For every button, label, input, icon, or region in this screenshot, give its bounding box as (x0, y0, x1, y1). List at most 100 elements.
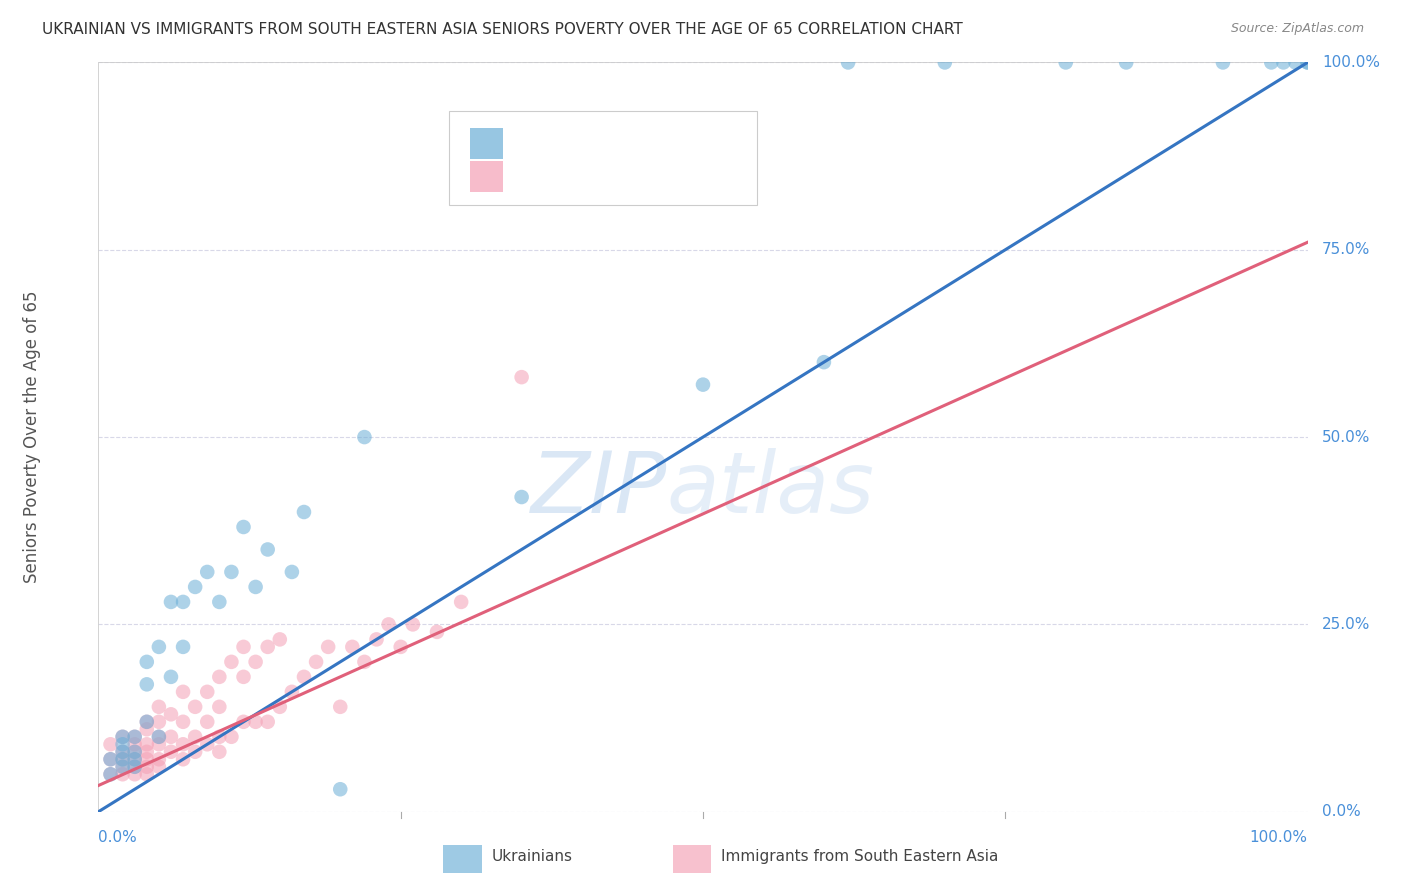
Point (1296, 55, 1319, 70)
Point (172, 640, 194, 654)
Point (172, 752, 194, 766)
Point (172, 714, 194, 729)
Point (135, 745, 157, 759)
Point (389, 640, 412, 654)
Point (353, 655, 375, 669)
Point (245, 655, 267, 669)
Point (111, 745, 134, 759)
Point (100, 737, 122, 751)
FancyBboxPatch shape (443, 845, 482, 873)
Point (184, 580, 207, 594)
Point (100, 767, 122, 781)
Point (1054, 55, 1077, 70)
Point (135, 714, 157, 729)
Point (934, 55, 956, 70)
Text: Source: ZipAtlas.com: Source: ZipAtlas.com (1230, 22, 1364, 36)
Point (245, 580, 267, 594)
Point (148, 752, 170, 766)
Point (124, 745, 146, 759)
Point (111, 730, 134, 744)
Point (148, 699, 170, 714)
Point (148, 730, 170, 744)
Point (195, 685, 218, 699)
Point (450, 595, 472, 609)
Point (208, 730, 231, 744)
Text: Seniors Poverty Over the Age of 65: Seniors Poverty Over the Age of 65 (22, 291, 41, 583)
Point (160, 670, 183, 684)
Text: 25.0%: 25.0% (1322, 617, 1371, 632)
Point (160, 730, 183, 744)
Point (377, 617, 399, 632)
Point (124, 760, 146, 774)
Point (305, 655, 328, 669)
Point (100, 752, 122, 766)
Text: UKRAINIAN VS IMMIGRANTS FROM SOUTH EASTERN ASIA SENIORS POVERTY OVER THE AGE OF : UKRAINIAN VS IMMIGRANTS FROM SOUTH EASTE… (42, 22, 963, 37)
Point (148, 730, 170, 744)
Point (329, 782, 352, 797)
Point (148, 760, 170, 774)
Point (208, 670, 231, 684)
Point (172, 737, 194, 751)
Point (124, 752, 146, 766)
Point (281, 685, 304, 699)
FancyBboxPatch shape (449, 112, 758, 205)
Point (124, 760, 146, 774)
Point (148, 737, 170, 751)
Point (111, 737, 134, 751)
Text: Immigrants from South Eastern Asia: Immigrants from South Eastern Asia (721, 849, 998, 864)
Point (124, 730, 146, 744)
Text: 50.0%: 50.0% (1322, 430, 1371, 444)
Point (160, 707, 183, 722)
Point (316, 640, 339, 654)
Point (100, 767, 122, 781)
Point (221, 565, 243, 579)
Point (208, 745, 231, 759)
Point (124, 752, 146, 766)
Point (184, 699, 207, 714)
Point (172, 595, 194, 609)
Point (100, 752, 122, 766)
Point (135, 655, 157, 669)
Point (1115, 55, 1137, 70)
Point (160, 595, 183, 609)
Point (232, 670, 254, 684)
Point (195, 714, 218, 729)
Point (342, 640, 364, 654)
Point (135, 737, 157, 751)
Point (148, 714, 170, 729)
Point (221, 655, 243, 669)
Point (269, 699, 291, 714)
Point (692, 377, 714, 392)
Point (111, 767, 134, 781)
Point (292, 505, 315, 519)
Point (837, 55, 859, 70)
Point (111, 730, 134, 744)
Point (292, 670, 315, 684)
Point (135, 752, 157, 766)
Point (1260, 55, 1282, 70)
Point (366, 632, 388, 647)
FancyBboxPatch shape (672, 845, 711, 873)
Point (256, 714, 278, 729)
Point (135, 677, 157, 691)
Point (1212, 55, 1234, 70)
Point (245, 714, 267, 729)
Point (281, 565, 304, 579)
Text: R = 0.874   N = 44: R = 0.874 N = 44 (522, 136, 673, 151)
Point (195, 737, 218, 751)
Point (329, 699, 352, 714)
Point (269, 632, 291, 647)
Text: 100.0%: 100.0% (1322, 55, 1381, 70)
Point (256, 640, 278, 654)
Point (135, 760, 157, 774)
Point (353, 430, 375, 444)
Point (124, 730, 146, 744)
Point (184, 730, 207, 744)
Point (111, 752, 134, 766)
Point (232, 714, 254, 729)
Point (124, 745, 146, 759)
FancyBboxPatch shape (470, 161, 503, 192)
Point (172, 685, 194, 699)
Point (111, 752, 134, 766)
Point (160, 745, 183, 759)
